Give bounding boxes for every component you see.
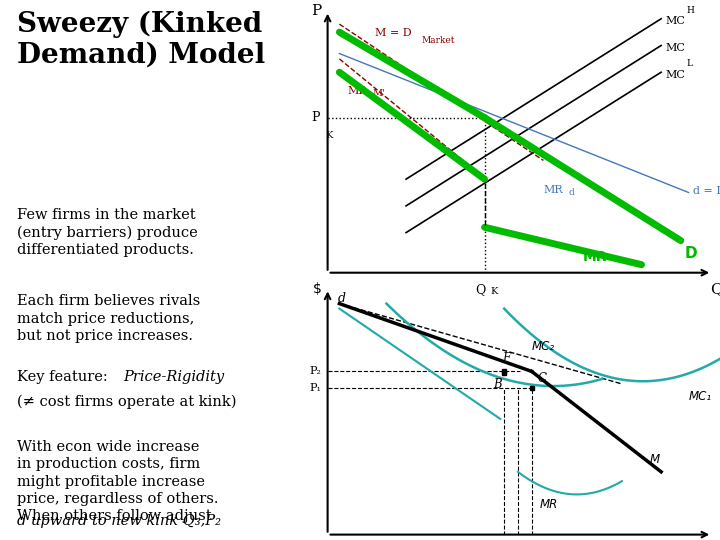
Text: d: d bbox=[569, 187, 575, 197]
Text: Few firms in the market
(entry barriers) produce
differentiated products.: Few firms in the market (entry barriers)… bbox=[17, 208, 198, 257]
Text: H: H bbox=[687, 6, 695, 15]
Text: M': M' bbox=[373, 89, 386, 98]
Text: MR: MR bbox=[347, 86, 367, 96]
Text: MC₁: MC₁ bbox=[688, 390, 712, 403]
Text: K: K bbox=[325, 131, 333, 140]
Text: d upward to new kink Q₃,P₂: d upward to new kink Q₃,P₂ bbox=[17, 514, 221, 528]
Text: F: F bbox=[502, 352, 510, 365]
Text: Q: Q bbox=[710, 282, 720, 296]
Text: $: $ bbox=[312, 281, 322, 295]
Text: MC: MC bbox=[665, 16, 685, 26]
Text: Each firm believes rivals
match price reductions,
but not price increases.: Each firm believes rivals match price re… bbox=[17, 294, 200, 343]
Text: P: P bbox=[311, 111, 320, 124]
Text: d = D: d = D bbox=[693, 186, 720, 196]
Text: L: L bbox=[687, 59, 693, 68]
Text: C: C bbox=[538, 372, 546, 385]
Text: MC: MC bbox=[665, 43, 685, 53]
Text: B: B bbox=[494, 377, 503, 390]
Text: MC: MC bbox=[665, 70, 685, 80]
Text: MR: MR bbox=[582, 250, 607, 264]
Text: D: D bbox=[685, 246, 697, 261]
Text: MC₂: MC₂ bbox=[531, 340, 555, 353]
Text: Market: Market bbox=[422, 36, 455, 45]
Text: (≠ cost firms operate at kink): (≠ cost firms operate at kink) bbox=[17, 394, 236, 409]
Text: With econ wide increase
in production costs, firm
might profitable increase
pric: With econ wide increase in production co… bbox=[17, 440, 218, 540]
Text: P: P bbox=[312, 4, 322, 18]
Text: P₁: P₁ bbox=[310, 383, 322, 393]
Text: Key feature:: Key feature: bbox=[17, 370, 112, 384]
Text: MR: MR bbox=[544, 185, 563, 195]
Text: MR: MR bbox=[539, 498, 558, 511]
Text: P₂: P₂ bbox=[310, 366, 322, 376]
Text: M = D: M = D bbox=[374, 28, 411, 38]
Text: Sweezy (Kinked
Demand) Model: Sweezy (Kinked Demand) Model bbox=[17, 11, 265, 68]
Text: d: d bbox=[338, 292, 346, 305]
Text: Q: Q bbox=[475, 284, 486, 296]
Text: K: K bbox=[490, 287, 498, 296]
Text: Price-Rigidity: Price-Rigidity bbox=[124, 370, 225, 384]
Text: M: M bbox=[649, 453, 660, 466]
